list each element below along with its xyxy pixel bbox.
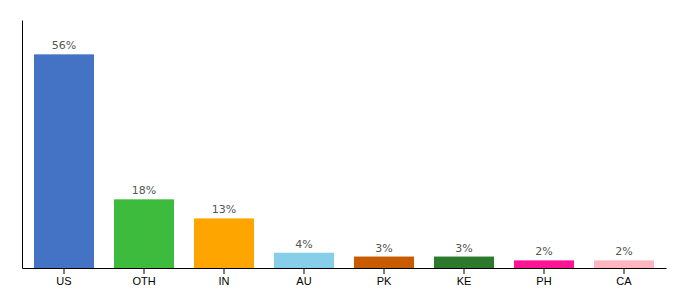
x-tick-label: PK [377,275,392,287]
x-tick: AU [296,268,311,287]
data-label: 18% [132,184,156,197]
data-labels: 56% 18% 13% 4% 3% 3% 2% 2% [52,39,633,258]
bar [274,253,334,268]
x-tick-label: AU [296,275,311,287]
data-label: 3% [455,242,472,255]
x-tick-label: US [56,275,71,287]
x-tick-label: IN [219,275,230,287]
x-axis: US OTH IN AU PK KE PH CA [23,268,667,287]
bar [594,260,654,268]
x-tick: IN [219,268,230,287]
data-label: 2% [615,245,632,258]
x-tick: PH [536,268,551,287]
bar [114,199,174,268]
chart: US OTH IN AU PK KE PH CA 56% 18% 13% 4% 3% 3% 2% 2% [0,0,680,300]
bar [514,260,574,268]
x-tick-mark [144,268,145,274]
plot: US OTH IN AU PK KE PH CA 56% 18% 13% 4% 3% 3% 2% 2% [23,21,667,287]
x-tick: KE [457,268,472,287]
x-axis-line [23,268,667,269]
x-tick-label: KE [457,275,472,287]
data-label: 2% [535,245,552,258]
x-tick-mark [304,268,305,274]
bar [194,218,254,268]
x-tick: CA [616,268,632,287]
x-tick-label: CA [616,275,632,287]
x-tick-mark [464,268,465,274]
data-label: 3% [375,242,392,255]
data-label: 13% [212,203,236,216]
data-label: 56% [52,39,76,52]
bar [34,54,94,268]
y-axis-line [22,21,23,269]
x-tick-mark [384,268,385,274]
x-tick-mark [624,268,625,274]
bars [34,54,654,268]
x-tick-mark [224,268,225,274]
x-tick-label: OTH [132,275,155,287]
data-label: 4% [295,238,312,251]
y-axis [22,21,23,269]
bar [354,257,414,268]
x-tick-mark [64,268,65,274]
bar [434,257,494,268]
x-tick-mark [544,268,545,274]
x-tick: US [56,268,71,287]
x-tick-label: PH [536,275,551,287]
x-tick: PK [377,268,392,287]
x-tick: OTH [132,268,155,287]
